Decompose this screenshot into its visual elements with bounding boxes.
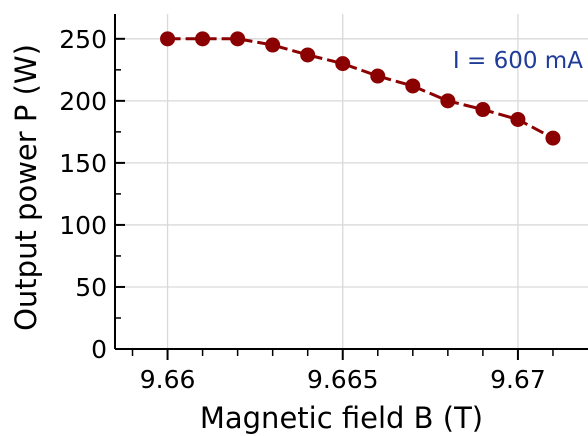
data-point	[510, 111, 526, 127]
ticks: 0 50 100 150 200 250 9.66 9.665 9.67	[59, 25, 554, 394]
series	[160, 31, 561, 146]
x-axis-title: Magnetic field B (T)	[200, 401, 483, 435]
data-point	[440, 93, 456, 109]
data-point	[335, 56, 351, 72]
y-tick-label: 0	[91, 335, 107, 364]
y-tick-label: 150	[59, 149, 107, 178]
y-tick-label: 100	[59, 211, 107, 240]
data-point	[370, 68, 386, 84]
x-tick-label: 9.67	[490, 365, 546, 394]
y-tick-label: 50	[75, 273, 107, 302]
data-point	[195, 31, 211, 47]
y-axis-title: Output power P (W)	[9, 44, 43, 331]
y-tick-label: 250	[59, 25, 107, 54]
data-point	[405, 78, 421, 94]
x-tick-label: 9.66	[140, 365, 196, 394]
data-point	[300, 47, 316, 63]
data-point	[475, 102, 491, 118]
data-point	[265, 37, 281, 53]
data-point	[545, 130, 561, 146]
data-point	[230, 31, 246, 47]
y-tick-label: 200	[59, 87, 107, 116]
current-annotation: I = 600 mA	[453, 48, 583, 74]
x-tick-label: 9.665	[307, 365, 379, 394]
data-point	[160, 31, 176, 47]
